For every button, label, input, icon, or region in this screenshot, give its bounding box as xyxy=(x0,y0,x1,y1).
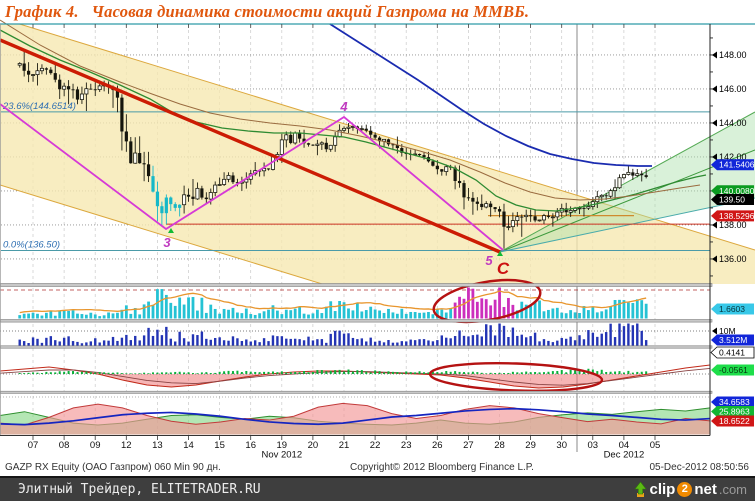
svg-text:142.00: 142.00 xyxy=(719,152,747,162)
svg-text:05: 05 xyxy=(650,440,661,451)
svg-text:14: 14 xyxy=(183,440,194,451)
svg-text:140.0080: 140.0080 xyxy=(719,186,755,196)
svg-text:139.50: 139.50 xyxy=(719,194,745,204)
svg-text:28: 28 xyxy=(494,440,505,451)
clip2net-link[interactable]: clip 2 net .com xyxy=(634,481,747,498)
svg-text:4: 4 xyxy=(339,99,348,114)
svg-text:1.6603: 1.6603 xyxy=(719,304,745,314)
svg-text:C: C xyxy=(497,259,510,278)
svg-text:16: 16 xyxy=(245,440,256,451)
svg-text:10M: 10M xyxy=(719,326,736,336)
svg-text:22: 22 xyxy=(370,440,381,451)
svg-text:-0.0561: -0.0561 xyxy=(719,365,748,375)
svg-text:15: 15 xyxy=(214,440,225,451)
page-title: График 4. Часовая динамика стоимости акц… xyxy=(5,2,530,21)
svg-text:25.8963: 25.8963 xyxy=(719,407,750,417)
chart-info-bar: GAZP RX Equity (ОАО Газпром) 060 Min 90 … xyxy=(0,459,755,476)
svg-text:0.4141: 0.4141 xyxy=(719,348,745,358)
svg-text:Nov 2012: Nov 2012 xyxy=(261,450,302,461)
ticker-description: GAZP RX Equity (ОАО Газпром) 060 Min 90 … xyxy=(5,462,221,473)
svg-text:19: 19 xyxy=(277,440,288,451)
svg-text:29: 29 xyxy=(525,440,536,451)
svg-text:0.0%(136.50): 0.0%(136.50) xyxy=(3,239,60,250)
svg-text:Dec 2012: Dec 2012 xyxy=(604,450,645,461)
svg-text:26: 26 xyxy=(432,440,443,451)
svg-text:141.5406: 141.5406 xyxy=(719,160,755,170)
svg-text:27: 27 xyxy=(463,440,474,451)
svg-text:21: 21 xyxy=(339,440,350,451)
svg-text:07: 07 xyxy=(28,440,39,451)
svg-text:12: 12 xyxy=(121,440,132,451)
logo-net: net xyxy=(694,481,717,498)
svg-text:30: 30 xyxy=(556,440,567,451)
svg-text:3: 3 xyxy=(163,235,171,250)
svg-text:3.512M: 3.512M xyxy=(719,335,747,345)
svg-text:08: 08 xyxy=(59,440,70,451)
upload-arrow-icon xyxy=(634,481,648,497)
timestamp: 05-Dec-2012 08:50:56 xyxy=(649,462,749,473)
svg-text:18.6522: 18.6522 xyxy=(719,416,750,426)
footer-bar: Элитный Трейдер, ELITETRADER.RU clip 2 net… xyxy=(0,476,755,501)
svg-text:138.5296: 138.5296 xyxy=(719,211,755,221)
svg-text:144.00: 144.00 xyxy=(719,118,747,128)
svg-text:20: 20 xyxy=(308,440,319,451)
copyright-text: Copyright© 2012 Bloomberg Finance L.P. xyxy=(350,462,534,473)
svg-text:146.00: 146.00 xyxy=(719,84,747,94)
svg-text:138.00: 138.00 xyxy=(719,220,747,230)
svg-text:09: 09 xyxy=(90,440,101,451)
svg-text:23.6%(144.6514): 23.6%(144.6514) xyxy=(2,101,76,112)
svg-text:5: 5 xyxy=(485,253,493,268)
svg-text:148.00: 148.00 xyxy=(719,50,747,60)
svg-text:34.6583: 34.6583 xyxy=(719,397,750,407)
svg-text:04: 04 xyxy=(619,440,630,451)
svg-text:03: 03 xyxy=(588,440,599,451)
site-credit: Элитный Трейдер, ELITETRADER.RU xyxy=(18,482,261,497)
logo-two: 2 xyxy=(677,482,693,497)
svg-text:13: 13 xyxy=(152,440,163,451)
logo-clip: clip xyxy=(649,481,676,498)
svg-text:23: 23 xyxy=(401,440,412,451)
logo-com: .com xyxy=(718,482,747,497)
svg-text:136.00: 136.00 xyxy=(719,254,747,264)
